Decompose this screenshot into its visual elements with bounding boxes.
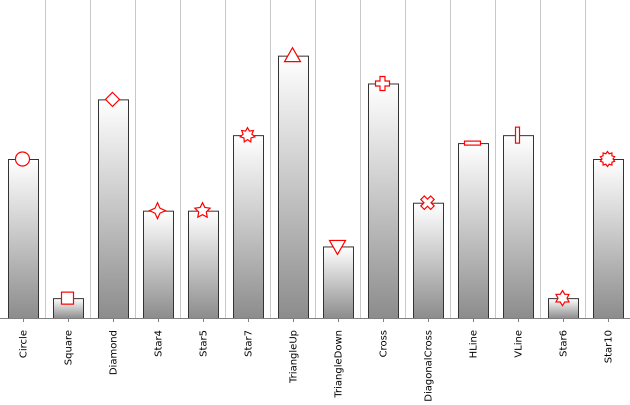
star5-marker-icon — [193, 201, 212, 219]
circle-marker-icon — [14, 151, 31, 167]
x-tick-label: TriangleDown — [334, 330, 345, 399]
markers — [14, 46, 616, 307]
cross-marker-icon — [374, 75, 391, 92]
bar-star4 — [143, 210, 174, 319]
x-tick-label: HLine — [469, 330, 480, 358]
x-tick-label: Diamond — [109, 330, 120, 375]
x-tick-label: VLine — [514, 330, 525, 358]
bar-diagonalcross — [413, 202, 444, 320]
diamond-marker-icon — [104, 91, 121, 108]
bar-diamond — [98, 99, 129, 319]
x-tick-label: Star10 — [604, 330, 615, 363]
diagonal-cross-marker-icon — [419, 195, 436, 211]
triangle-up-marker-icon — [283, 46, 302, 63]
x-tick-label: Star6 — [559, 330, 570, 357]
x-tick-label: DiagonalCross — [424, 330, 435, 401]
triangle-down-marker-icon — [328, 239, 347, 256]
x-tick-label: Square — [64, 330, 75, 365]
gridlines — [45, 0, 586, 318]
x-tick-label: Star5 — [199, 330, 210, 357]
star6-marker-icon — [555, 289, 570, 307]
bar-triangleup — [278, 55, 309, 320]
bar-cross — [368, 83, 399, 319]
hline-marker-icon — [463, 140, 482, 146]
bar-star7 — [233, 135, 264, 319]
bar-star10 — [593, 159, 624, 319]
star4-marker-icon — [148, 201, 167, 221]
bar-vline — [503, 135, 534, 319]
bar-circle — [8, 159, 39, 319]
vline-marker-icon — [514, 126, 521, 144]
x-tick-label: Star4 — [154, 330, 165, 357]
bar-star5 — [188, 210, 219, 319]
x-tick-label: Circle — [19, 330, 30, 358]
bar-hline — [458, 143, 489, 319]
bars — [8, 55, 624, 320]
x-tick-label: Star7 — [244, 330, 255, 357]
square-marker-icon — [60, 291, 75, 305]
star10-marker-icon — [599, 150, 616, 168]
x-tick-label: Cross — [379, 330, 390, 357]
x-tick-label: TriangleUp — [289, 330, 300, 384]
x-tick-labels: Circle Square Diamond Star4 Star5 Star7 Triang… — [19, 330, 615, 402]
x-axis — [0, 318, 630, 322]
bar-triangledown — [323, 246, 354, 319]
star7-marker-icon — [239, 126, 256, 144]
